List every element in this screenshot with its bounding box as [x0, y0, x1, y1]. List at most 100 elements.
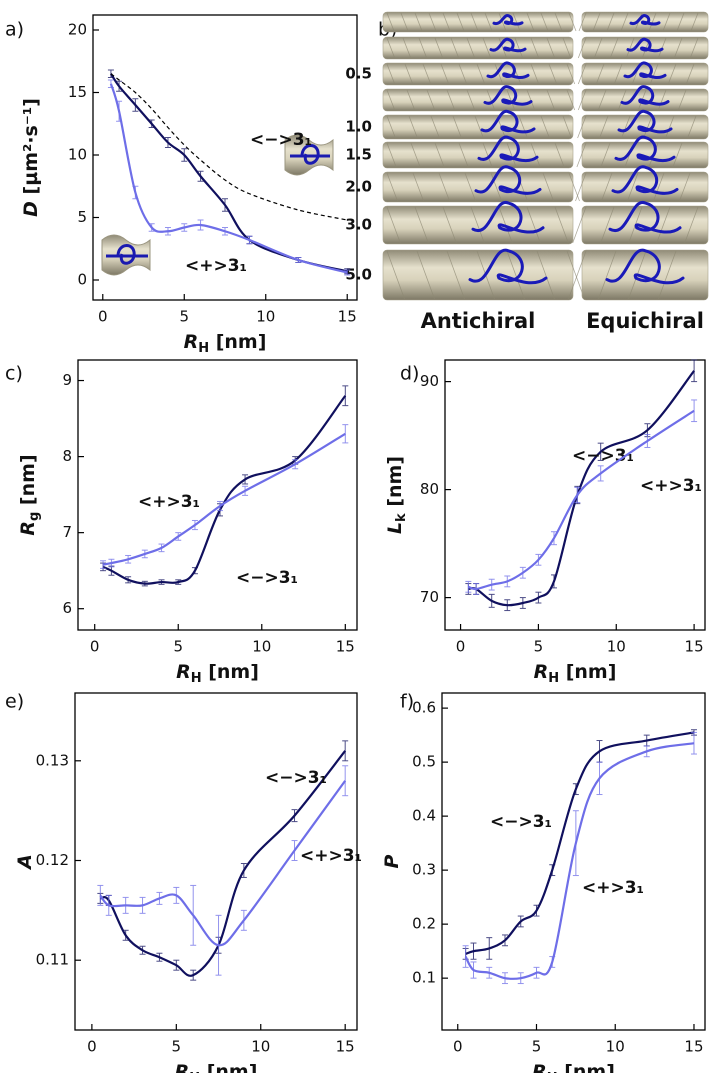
tube-twist [599, 115, 609, 139]
y-tick-label: 5 [77, 208, 87, 226]
tube-twist [667, 63, 677, 85]
error-bar [486, 966, 493, 979]
tube-twist [464, 172, 476, 202]
axis-symbol: L [384, 522, 406, 534]
axis-unit: [nm] [17, 454, 39, 505]
error-bar [643, 745, 650, 758]
tube-twist [484, 12, 493, 32]
error-bar [164, 227, 171, 236]
tube-twist [601, 172, 613, 202]
error-bar [197, 170, 204, 182]
tube-twist [414, 12, 423, 32]
tube-twist [422, 63, 432, 85]
tube-twist [576, 142, 587, 168]
error-bar [488, 578, 495, 591]
tube-twist [470, 206, 485, 244]
tube-twist [568, 250, 587, 300]
tube-twist [577, 63, 587, 85]
knot [617, 110, 673, 134]
axis-subscript: H [191, 671, 202, 686]
error-bar [342, 765, 349, 797]
tube-twist [530, 142, 541, 168]
x-tick-label: 10 [256, 308, 275, 326]
error-bar [242, 474, 249, 485]
error-bar [125, 554, 132, 564]
axis-symbol: R [184, 331, 199, 353]
tube-twist [450, 37, 460, 59]
tube [382, 141, 574, 169]
series-line [99, 780, 347, 947]
knot [605, 248, 685, 285]
error-bar [97, 884, 104, 906]
column-label: Equichiral [586, 309, 704, 333]
error-bar [246, 235, 253, 245]
y-tick-label: 8 [62, 447, 72, 465]
tube-twist [606, 12, 615, 32]
error-bar [122, 896, 129, 914]
error-bar [501, 934, 508, 947]
plot-frame [74, 692, 358, 1031]
x-tick-label: 15 [685, 638, 704, 656]
tube-twist [498, 37, 508, 59]
tube-twist [662, 12, 671, 32]
knot [468, 248, 548, 285]
error-bar [342, 424, 349, 444]
knot [489, 37, 527, 53]
series-label: <+>3₁ [300, 846, 362, 866]
x-tick-label: 15 [338, 308, 357, 326]
tube-twist [577, 37, 587, 59]
error-bar [504, 599, 511, 612]
error-bar [141, 580, 148, 587]
error-bar [470, 961, 477, 979]
tube [382, 88, 574, 112]
error-bar [105, 894, 112, 916]
tube-twist [625, 37, 635, 59]
knot [474, 165, 542, 195]
error-bar [473, 583, 480, 595]
tube-twist [434, 142, 445, 168]
tube-twist [414, 206, 429, 244]
x-tick-label: 5 [172, 1038, 182, 1056]
series-label: <−>3₁ [490, 812, 552, 832]
axis-label: A [14, 854, 36, 871]
error-bar [139, 945, 146, 955]
error-bar [486, 937, 493, 960]
error-bar [132, 185, 139, 200]
row-label: 2.0 [345, 178, 372, 196]
error-bar [519, 597, 526, 609]
tube [382, 249, 574, 301]
tube-twist [600, 142, 611, 168]
error-bar [597, 465, 604, 482]
tube-twist [506, 250, 525, 300]
tube-twist [530, 37, 540, 59]
axis-symbol: R [17, 521, 39, 536]
x-tick-label: 5 [532, 1038, 542, 1056]
tube-twist [514, 37, 524, 59]
tube-twist [568, 172, 580, 202]
axis-space [200, 1067, 207, 1073]
axis-symbol: R [532, 1061, 547, 1073]
tube-twist [438, 172, 450, 202]
y-tick-label: 0.13 [36, 751, 69, 769]
error-bar [191, 519, 198, 531]
tube-twist [400, 12, 409, 32]
error-bar [691, 399, 698, 423]
y-tick-label: 9 [62, 371, 72, 389]
tube-twist [466, 37, 476, 59]
tube [581, 205, 709, 245]
tube-twist [679, 172, 691, 202]
tube-twist [566, 89, 576, 111]
y-tick-label: 80 [420, 480, 439, 498]
y-tick-label: 6 [62, 599, 72, 617]
error-bar [644, 434, 651, 448]
tube-twist [657, 89, 667, 111]
tube [382, 114, 574, 140]
axis-unit: [nm] [216, 331, 267, 353]
axis-space [20, 194, 42, 201]
tube-twist [466, 89, 476, 111]
tube-twist [542, 172, 554, 202]
error-bar [292, 459, 299, 470]
tube-twist [386, 89, 396, 111]
axis-unit: [nm] [208, 661, 259, 683]
tube-twist [673, 37, 683, 59]
